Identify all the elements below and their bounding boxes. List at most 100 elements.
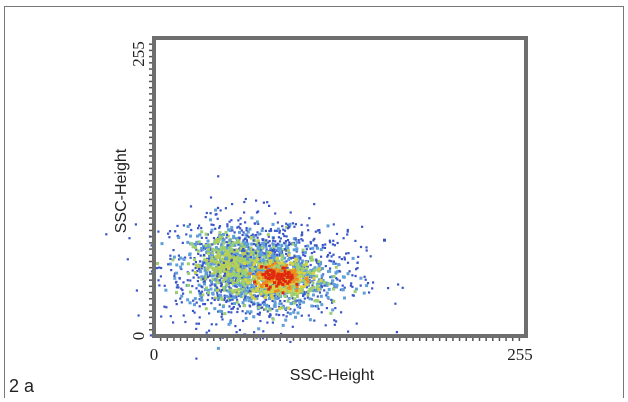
scatter-point xyxy=(327,224,330,227)
scatter-point xyxy=(319,232,321,234)
scatter-point xyxy=(189,301,192,304)
scatter-point xyxy=(333,275,336,278)
scatter-point xyxy=(216,287,218,289)
scatter-point xyxy=(199,270,202,273)
scatter-point xyxy=(221,264,224,267)
scatter-point xyxy=(292,326,294,328)
scatter-point xyxy=(260,293,263,296)
scatter-point xyxy=(211,292,214,295)
scatter-point xyxy=(298,301,301,304)
scatter-point xyxy=(243,211,245,213)
scatter-point xyxy=(276,277,279,280)
scatter-point xyxy=(249,290,251,292)
scatter-point xyxy=(198,268,200,270)
scatter-point xyxy=(288,276,291,279)
scatter-point xyxy=(246,239,248,241)
scatter-point xyxy=(311,252,313,254)
scatter-point xyxy=(282,267,285,270)
scatter-point xyxy=(329,240,331,242)
scatter-point xyxy=(252,263,255,266)
scatter-point xyxy=(272,318,275,321)
scatter-point xyxy=(204,280,206,282)
scatter-point xyxy=(181,301,183,303)
scatter-point xyxy=(231,229,233,231)
scatter-point xyxy=(253,256,256,259)
scatter-point xyxy=(196,323,198,325)
scatter-point xyxy=(240,292,243,295)
scatter-point xyxy=(337,242,339,244)
scatter-point xyxy=(207,240,210,243)
scatter-point xyxy=(306,245,309,248)
scatter-point xyxy=(287,249,290,252)
scatter-point xyxy=(182,293,184,295)
scatter-point xyxy=(200,298,203,301)
scatter-point xyxy=(341,258,343,260)
scatter-point xyxy=(313,320,315,322)
scatter-point xyxy=(302,254,304,256)
scatter-point xyxy=(242,288,245,291)
scatter-point xyxy=(170,315,172,317)
scatter-point xyxy=(257,277,260,280)
scatter-point xyxy=(342,275,345,278)
scatter-point xyxy=(217,273,219,275)
scatter-point xyxy=(211,274,214,277)
scatter-point xyxy=(177,286,179,288)
scatter-point xyxy=(196,274,198,276)
scatter-point xyxy=(244,242,247,245)
scatter-point xyxy=(214,279,217,282)
scatter-point xyxy=(219,304,221,306)
scatter-point xyxy=(363,292,366,295)
scatter-point xyxy=(269,286,272,289)
scatter-point xyxy=(175,272,178,275)
scatter-point xyxy=(209,271,211,273)
scatter-point xyxy=(250,256,252,258)
scatter-point xyxy=(245,268,248,271)
scatter-point xyxy=(199,260,201,262)
scatter-point xyxy=(193,277,195,279)
scatter-point xyxy=(297,305,300,308)
scatter-point xyxy=(293,297,296,300)
scatter-point xyxy=(262,282,265,285)
scatter-point xyxy=(210,224,212,226)
scatter-point xyxy=(128,237,130,239)
scatter-point xyxy=(169,263,172,266)
scatter-point xyxy=(236,331,238,333)
scatter-point xyxy=(268,297,271,300)
scatter-point xyxy=(210,212,212,214)
scatter-point xyxy=(165,306,167,308)
scatter-point xyxy=(220,296,223,299)
scatter-point xyxy=(347,331,349,333)
scatter-point xyxy=(189,252,192,255)
scatter-point xyxy=(323,285,325,287)
scatter-point xyxy=(172,321,174,323)
scatter-point xyxy=(293,226,295,228)
scatter-point xyxy=(157,231,159,233)
scatter-point xyxy=(242,320,244,322)
scatter-point xyxy=(194,297,197,300)
scatter-point xyxy=(268,245,270,247)
scatter-point xyxy=(321,311,323,313)
scatter-point xyxy=(187,272,190,275)
scatter-point xyxy=(271,254,274,257)
scatter-point xyxy=(239,223,241,225)
scatter-point xyxy=(280,237,282,239)
scatter-point xyxy=(332,240,334,242)
scatter-point xyxy=(189,291,192,294)
scatter-point xyxy=(233,267,236,270)
scatter-point xyxy=(311,247,314,250)
scatter-point xyxy=(169,255,171,257)
scatter-point xyxy=(347,262,349,264)
scatter-point xyxy=(253,331,255,333)
scatter-point xyxy=(256,258,259,261)
scatter-point xyxy=(317,288,320,291)
scatter-point xyxy=(221,316,223,318)
scatter-point xyxy=(213,271,216,274)
scatter-point xyxy=(220,282,222,284)
scatter-point xyxy=(211,323,213,325)
scatter-point xyxy=(301,315,303,317)
scatter-point xyxy=(299,279,302,282)
scatter-point xyxy=(267,310,269,312)
scatter-point xyxy=(195,261,197,263)
scatter-point xyxy=(316,299,319,302)
scatter-point xyxy=(216,256,219,259)
